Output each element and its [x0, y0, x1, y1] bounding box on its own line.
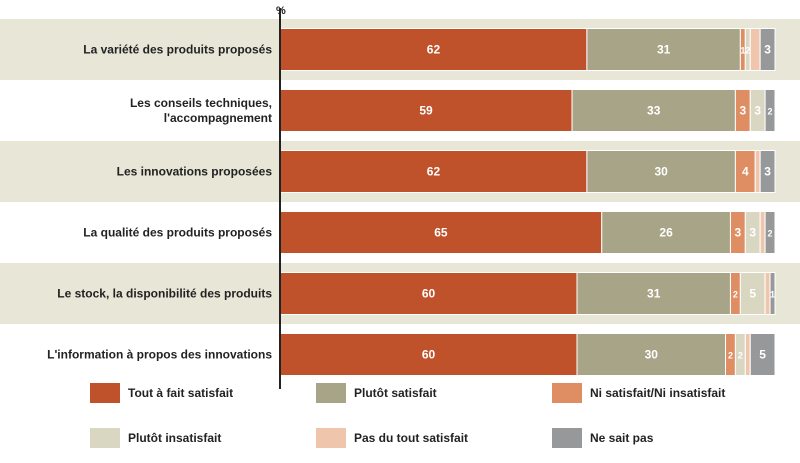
- bar-segment: [279, 272, 578, 315]
- value-label: 3: [735, 226, 742, 240]
- value-label: 33: [647, 104, 661, 118]
- bars: 62 31 1 2 359 33 3 3 262 30 4 365 26 3 3 260 31 2 5 160 30 2 2…: [279, 28, 776, 376]
- value-label: 4: [742, 165, 749, 179]
- value-label: 31: [647, 287, 661, 301]
- bar-segment: [279, 150, 588, 193]
- value-label: 1: [770, 290, 775, 300]
- legend-swatch: [316, 428, 346, 448]
- bar-segment: [759, 211, 766, 254]
- legend-swatch: [316, 383, 346, 403]
- bar-segment: [586, 150, 736, 193]
- value-label: 62: [427, 165, 441, 179]
- bar-segment: [754, 150, 761, 193]
- category-label: Les conseils techniques,: [130, 96, 272, 110]
- bar-segment: [279, 28, 588, 71]
- legend: Tout à fait satisfait Plutôt satisfait Ni …: [90, 383, 725, 448]
- legend-label: Pas du tout satisfait: [354, 431, 468, 445]
- bar-segment: [576, 272, 731, 315]
- category-label: L'information à propos des innovations: [47, 348, 272, 362]
- bar-segment: [764, 211, 776, 254]
- bar-segment: [749, 333, 776, 376]
- category-labels: La variété des produits proposés Les cons…: [47, 43, 272, 362]
- bar-segment: [764, 89, 776, 132]
- value-label: 5: [749, 287, 756, 301]
- bar-segment: [749, 28, 761, 71]
- value-label: 2: [768, 229, 773, 239]
- bar-segment: [571, 89, 736, 132]
- value-label: 59: [419, 104, 433, 118]
- unit-label: %: [276, 5, 286, 17]
- value-label: 3: [764, 165, 771, 179]
- bar-segment: [576, 333, 726, 376]
- bar-segment: [279, 211, 603, 254]
- value-label: 60: [422, 348, 436, 362]
- legend-swatch: [90, 383, 120, 403]
- legend-swatch: [552, 428, 582, 448]
- value-label: 2: [733, 290, 738, 300]
- category-label: La variété des produits proposés: [83, 43, 272, 57]
- value-label: 2: [768, 107, 773, 117]
- value-label: 3: [739, 104, 746, 118]
- value-label: 1: [740, 46, 745, 56]
- value-label: 2: [728, 351, 733, 361]
- value-label: 3: [749, 226, 756, 240]
- value-label: 65: [434, 226, 448, 240]
- value-label: 2: [738, 351, 743, 361]
- legend-label: Plutôt satisfait: [354, 386, 437, 400]
- value-label: 5: [759, 348, 766, 362]
- legend-label: Ne sait pas: [590, 431, 654, 445]
- bar-segment: [744, 333, 751, 376]
- legend-swatch: [552, 383, 582, 403]
- bar-segment: [759, 28, 776, 71]
- value-label: 30: [645, 348, 659, 362]
- legend-label: Plutôt insatisfait: [128, 431, 221, 445]
- value-label: 2: [745, 46, 750, 56]
- category-label: Les innovations proposées: [117, 165, 273, 179]
- value-label: 31: [657, 43, 671, 57]
- value-label: 3: [764, 43, 771, 57]
- category-label: La qualité des produits proposés: [83, 226, 272, 240]
- bar-segment: [279, 333, 578, 376]
- value-label: 62: [427, 43, 441, 57]
- legend-swatch: [90, 428, 120, 448]
- value-label: 26: [659, 226, 673, 240]
- value-label: 3: [754, 104, 761, 118]
- bar-segment: [586, 28, 741, 71]
- legend-label: Tout à fait satisfait: [128, 386, 233, 400]
- bar-segment: [759, 150, 776, 193]
- value-label: 60: [422, 287, 436, 301]
- value-label: 30: [654, 165, 668, 179]
- bar-segment: [601, 211, 731, 254]
- category-label: l'accompagnement: [164, 111, 272, 125]
- bar-segment: [769, 272, 776, 315]
- category-label: Le stock, la disponibilité des produits: [57, 287, 272, 301]
- legend-label: Ni satisfait/Ni insatisfait: [590, 386, 725, 400]
